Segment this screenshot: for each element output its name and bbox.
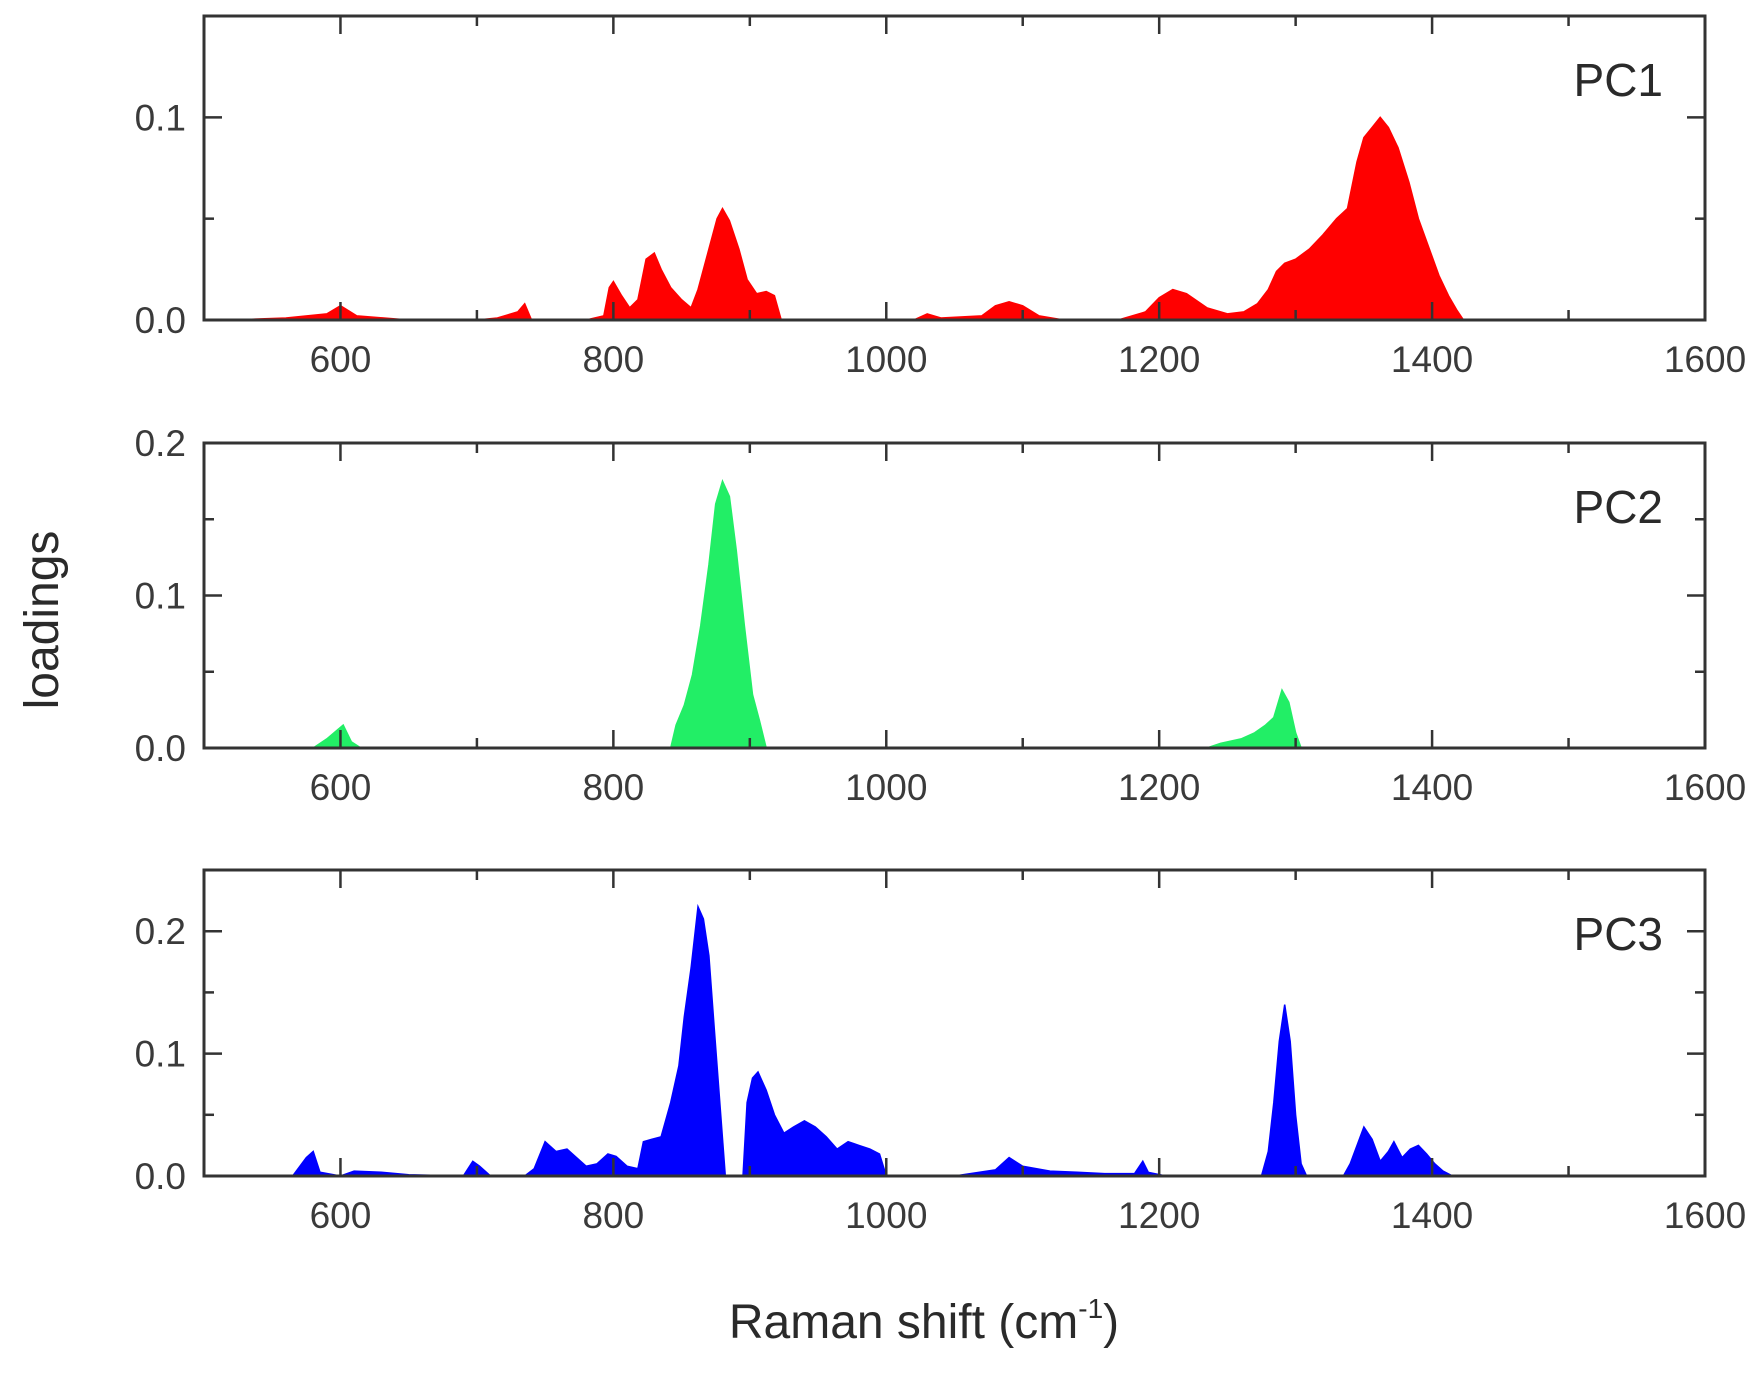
y-tick-label: 0.1 <box>135 97 186 138</box>
x-tick-label: 800 <box>582 1195 644 1236</box>
x-axis-label-superscript: -1 <box>1078 1293 1103 1324</box>
x-tick-label: 1400 <box>1391 767 1473 808</box>
x-tick-label: 1400 <box>1391 1195 1473 1236</box>
y-axis-label: loadings <box>16 531 69 710</box>
x-tick-label: 1000 <box>845 339 927 380</box>
panel-label: PC3 <box>1574 908 1663 960</box>
x-tick-label: 1200 <box>1118 1195 1200 1236</box>
x-tick-label: 800 <box>582 767 644 808</box>
y-tick-label: 0.2 <box>135 423 186 464</box>
y-tick-label: 0.1 <box>135 1034 186 1075</box>
y-tick-label: 0.0 <box>135 300 186 341</box>
x-tick-label: 1200 <box>1118 767 1200 808</box>
panel-pc1: 600 800 1000 1200 1400 1600 0.0 0.1 PC1 <box>135 14 1746 380</box>
plot-frame <box>202 868 1707 1178</box>
x-tick-label: 1000 <box>845 1195 927 1236</box>
x-tick-label: 1600 <box>1664 767 1746 808</box>
panel-label: PC2 <box>1574 481 1663 533</box>
y-tick-label: 0.1 <box>135 576 186 617</box>
x-tick-label: 1600 <box>1664 339 1746 380</box>
y-tick-label: 0.0 <box>135 1156 186 1197</box>
y-tick-label: 0.0 <box>135 728 186 769</box>
x-tick-label: 1600 <box>1664 1195 1746 1236</box>
chart-panels: 600 800 1000 1200 1400 1600 0.0 0.1 PC1 600 800 100… <box>135 14 1747 1236</box>
x-axis-label: Raman shift (cm-1) <box>729 1293 1119 1349</box>
plot-frame <box>202 441 1707 750</box>
series-area-pc2 <box>231 478 1651 749</box>
series-area-pc1 <box>231 116 1651 321</box>
y-tick-label: 0.2 <box>135 911 186 952</box>
plot-frame <box>202 14 1707 322</box>
panel-pc3: 600 800 1000 1200 1400 1600 0.0 0.1 0.2 PC3 <box>135 868 1746 1236</box>
series-area-pc3 <box>231 903 1665 1177</box>
x-tick-label: 600 <box>310 767 372 808</box>
x-axis-label-close: ) <box>1103 1296 1119 1349</box>
x-tick-label: 1000 <box>845 767 927 808</box>
x-tick-label: 1400 <box>1391 339 1473 380</box>
x-tick-label: 600 <box>310 1195 372 1236</box>
x-axis-label-main: Raman shift (cm <box>729 1296 1078 1349</box>
x-tick-label: 800 <box>582 339 644 380</box>
panel-pc2: 600 800 1000 1200 1400 1600 0.0 0.1 0.2 PC2 <box>135 423 1747 808</box>
x-tick-label: 600 <box>310 339 372 380</box>
panel-label: PC1 <box>1574 54 1663 106</box>
x-tick-label: 1200 <box>1118 339 1200 380</box>
